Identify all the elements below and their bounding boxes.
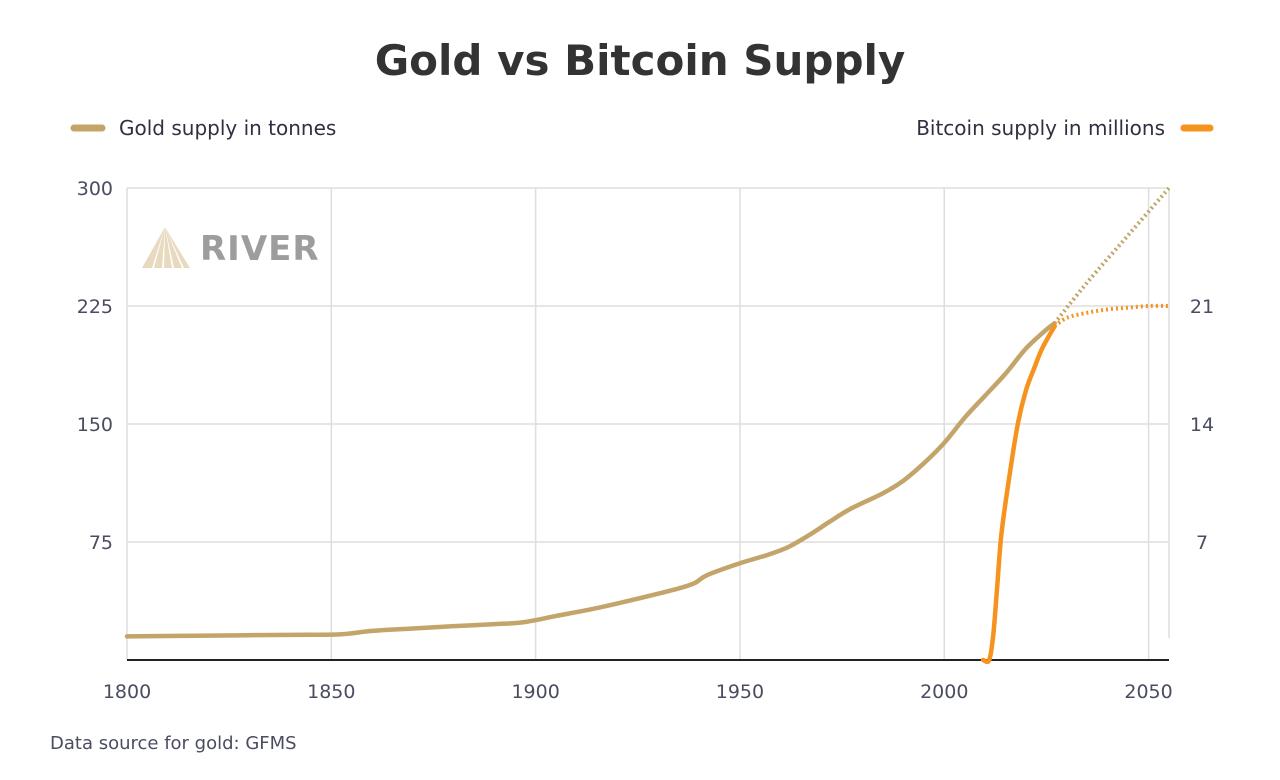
tick-labels: 1800 1850 1900 1950 2000 2050 75 150 225 300 7 14 21 <box>77 178 1214 703</box>
x-tick-label: 1900 <box>511 681 559 703</box>
y-left-tick-label: 75 <box>89 532 113 554</box>
legend-label-bitcoin: Bitcoin supply in millions <box>916 116 1165 140</box>
legend-label-gold: Gold supply in tonnes <box>119 116 336 140</box>
y-left-tick-label: 225 <box>77 296 113 318</box>
x-tick-label: 1950 <box>716 681 764 703</box>
series-projection-gold <box>1053 186 1171 325</box>
y-left-tick-label: 150 <box>77 414 113 436</box>
x-tick-label: 1800 <box>103 681 151 703</box>
chart-title: Gold vs Bitcoin Supply <box>375 36 906 85</box>
river-mark-icon <box>142 227 190 268</box>
y-left-tick-label: 300 <box>77 178 113 200</box>
x-tick-label: 1850 <box>307 681 355 703</box>
series-line-bitcoin <box>980 323 1057 665</box>
gridlines <box>126 187 1170 661</box>
y-right-tick-label: 14 <box>1190 414 1214 436</box>
watermark-logo: RIVER <box>142 227 320 269</box>
x-tick-label: 2050 <box>1124 681 1172 703</box>
y-right-tick-label: 21 <box>1190 296 1214 318</box>
y-right-tick-label: 7 <box>1196 532 1208 554</box>
series-projection-bitcoin <box>1053 303 1170 328</box>
watermark-text: RIVER <box>200 229 320 269</box>
x-tick-label: 2000 <box>920 681 968 703</box>
legend: Gold supply in tonnes Bitcoin supply in … <box>70 116 1214 140</box>
source-note: Data source for gold: GFMS <box>50 733 297 754</box>
series-line-gold <box>124 321 1057 639</box>
series <box>124 186 1171 665</box>
